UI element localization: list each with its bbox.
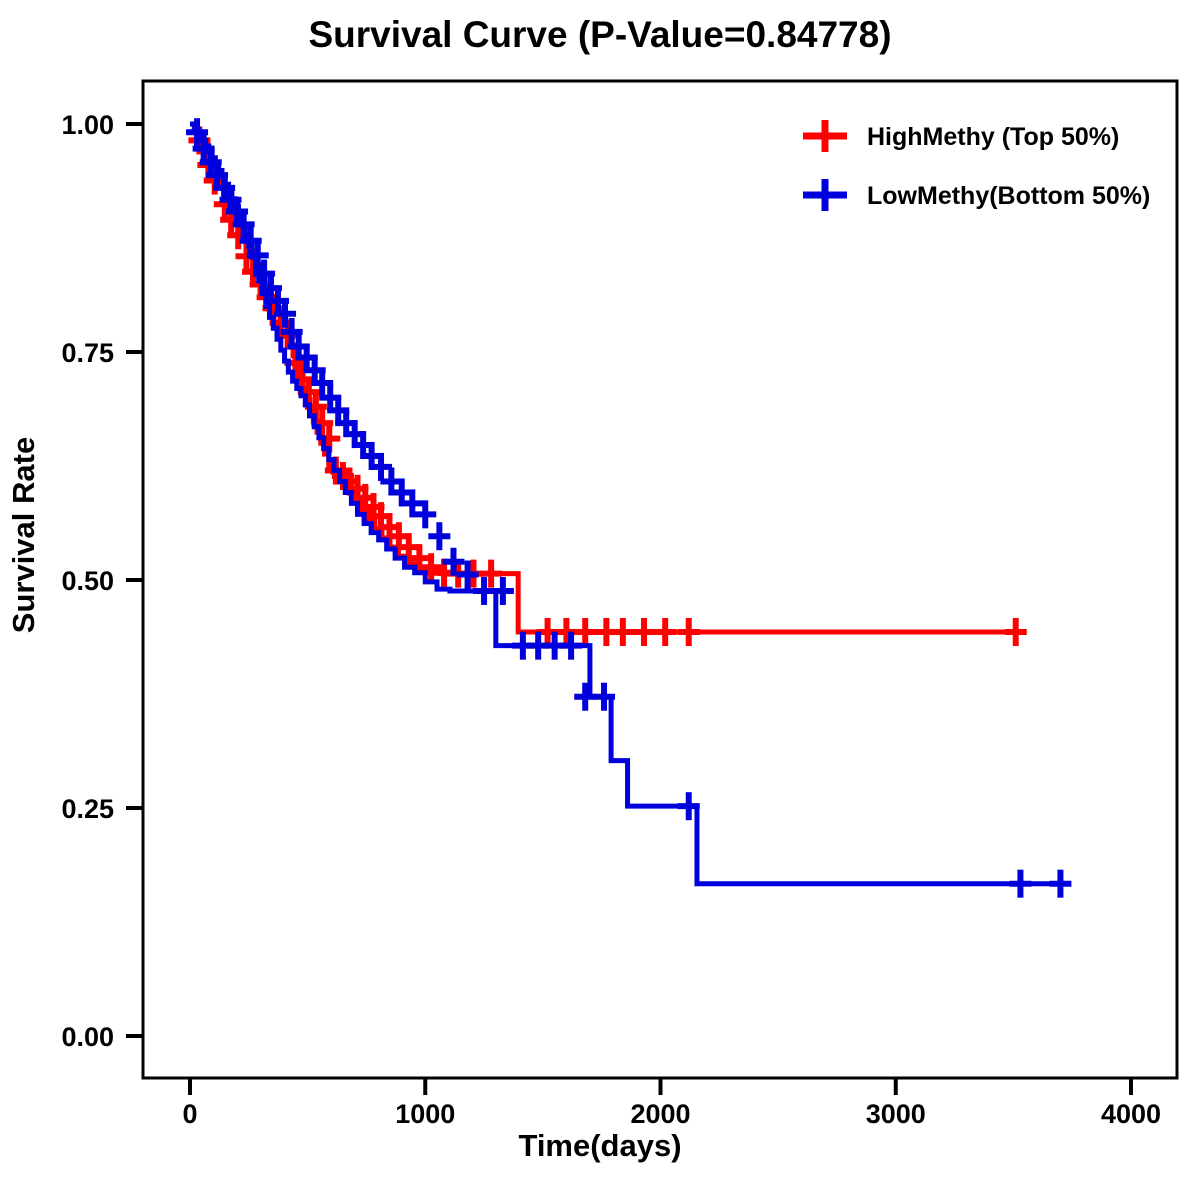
x-tick-label: 2000 [630,1099,690,1129]
legend-label: HighMethy (Top 50%) [867,123,1119,151]
x-tick-label: 3000 [866,1099,926,1129]
x-tick-label: 0 [182,1099,197,1129]
x-tick-label: 4000 [1101,1099,1161,1129]
survival-step-line [190,121,1061,887]
plot-frame [141,79,1179,1080]
y-tick-label: 0.00 [61,1022,114,1052]
x-tick-label: 1000 [395,1099,455,1129]
series-low-methy [186,118,1072,898]
y-tick-label: 0.50 [61,566,114,596]
y-tick-label: 1.00 [61,110,114,140]
y-tick-label: 0.75 [61,338,114,368]
chart-legend: HighMethy (Top 50%) LowMethy(Bottom 50%) [803,120,1150,211]
x-axis-label: Time(days) [518,1128,682,1163]
y-tick-label: 0.25 [61,794,114,824]
y-axis-ticks: 0.00 0.25 0.50 0.75 1.00 [61,110,143,1052]
x-axis-ticks: 0 1000 2000 3000 4000 [182,1078,1161,1129]
legend-label: LowMethy(Bottom 50%) [867,182,1150,210]
page-title: Survival Curve (P-Value=0.84778) [308,14,892,55]
series-layer [186,118,1072,898]
